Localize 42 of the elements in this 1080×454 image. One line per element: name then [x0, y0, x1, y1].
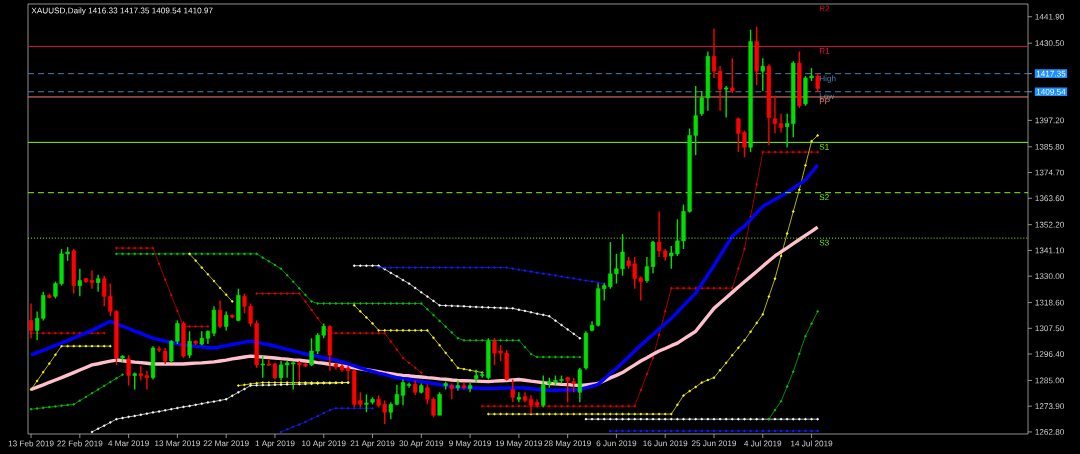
- ref-line-label: S3: [819, 239, 829, 246]
- x-tick-label: 6 Jun 2019: [596, 440, 637, 447]
- y-tick-label: 1285.00: [1035, 377, 1064, 384]
- y-tick-label: 1318.60: [1035, 299, 1064, 306]
- x-tick-label: 14 Jul 2019: [791, 440, 833, 447]
- x-tick-label: 4 Mar 2019: [108, 440, 149, 447]
- ref-line-label: S1: [819, 143, 829, 150]
- y-tick-label: 1341.10: [1035, 247, 1064, 254]
- x-tick-label: 16 Jun 2019: [643, 440, 688, 447]
- x-tick-label: 22 Mar 2019: [203, 440, 249, 447]
- x-tick-label: 13 Mar 2019: [155, 440, 200, 447]
- x-tick-label: 1 Apr 2019: [255, 440, 295, 448]
- y-tick-label: 1430.50: [1035, 40, 1064, 47]
- x-tick-label: 28 May 2019: [544, 440, 591, 448]
- y-tick-label: 1374.70: [1035, 169, 1064, 176]
- ref-line-label: R1: [819, 48, 830, 54]
- x-tick-label: 13 Feb 2019: [8, 440, 54, 447]
- annotation: R2: [819, 5, 830, 12]
- y-tick-label: 1385.80: [1035, 143, 1064, 150]
- y-tick-label: 1296.40: [1035, 351, 1064, 357]
- x-tick-label: 22 Feb 2019: [57, 440, 103, 447]
- x-tick-label: 21 Apr 2019: [350, 440, 395, 448]
- x-tick-label: 4 Jul 2019: [744, 440, 782, 447]
- ref-line-label: S2: [819, 194, 829, 201]
- y-tick-label: 1397.20: [1035, 117, 1064, 124]
- chart-title: XAUUSD,Daily 1416.33 1417.35 1409.54 1410.97: [31, 7, 213, 15]
- y-tick-label: 1352.20: [1035, 221, 1064, 228]
- y-tick-label: 1409.54: [1036, 88, 1066, 95]
- ref-line-label: PP: [819, 98, 830, 105]
- x-tick-label: 9 May 2019: [449, 440, 492, 448]
- y-tick-label: 1417.35: [1036, 70, 1066, 77]
- x-tick-label: 25 Jun 2019: [691, 440, 737, 447]
- y-tick-label: 1262.80: [1035, 429, 1064, 435]
- x-tick-label: 19 May 2019: [495, 440, 543, 448]
- y-tick-label: 1273.90: [1035, 403, 1064, 410]
- y-tick-label: 1330.00: [1035, 273, 1064, 280]
- ref-line-label: High: [819, 75, 836, 83]
- x-tick-label: 10 Apr 2019: [302, 440, 346, 448]
- y-tick-label: 1441.90: [1035, 13, 1064, 20]
- y-tick-label: 1307.50: [1035, 325, 1064, 332]
- y-tick-label: 1363.60: [1035, 195, 1064, 202]
- x-tick-label: 30 Apr 2019: [399, 440, 444, 448]
